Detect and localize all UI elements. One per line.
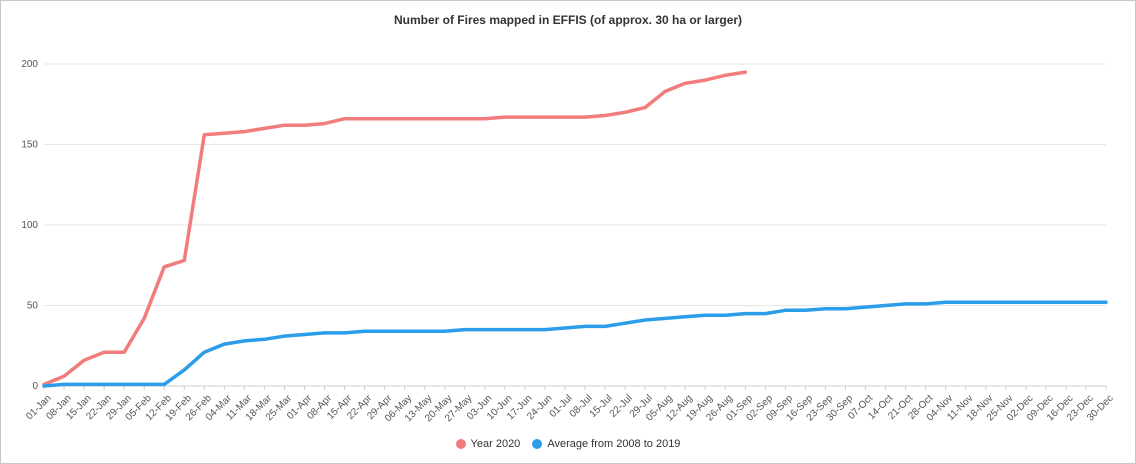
y-tick-label: 100	[21, 220, 38, 231]
series-lines	[42, 70, 1108, 388]
legend-item-series-1[interactable]: Year 2020	[455, 438, 521, 450]
series-line-1[interactable]	[42, 70, 748, 387]
chart-title: Number of Fires mapped in EFFIS (of appr…	[393, 13, 743, 27]
y-tick-label: 150	[21, 140, 38, 151]
legend-swatch-series-2	[532, 439, 543, 449]
y-tick-label: 200	[21, 59, 38, 70]
legend-label-series-2: Average from 2008 to 2019	[547, 438, 681, 450]
legend: Year 2020 Average from 2008 to 2019	[0, 438, 1136, 450]
legend-item-series-2[interactable]: Average from 2008 to 2019	[532, 438, 680, 450]
y-tick-label: 50	[27, 301, 39, 312]
y-tick-label: 0	[32, 381, 38, 392]
grid-lines	[44, 63, 1106, 387]
legend-label-series-1: Year 2020	[470, 438, 521, 450]
y-axis-ticks: 0 50 100 150 200	[21, 59, 38, 392]
series-line-2[interactable]	[42, 300, 1108, 388]
x-axis-ticks: 01-Jan08-Jan15-Jan22-Jan29-Jan05-Feb12-F…	[24, 386, 1116, 424]
legend-swatch-series-1	[455, 439, 466, 449]
